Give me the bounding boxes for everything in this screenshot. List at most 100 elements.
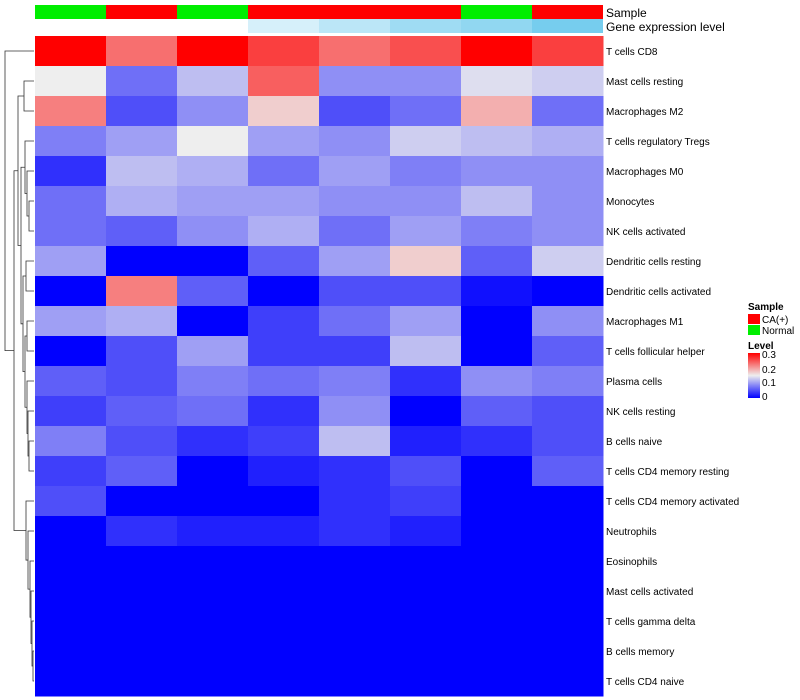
- heatmap-cell: [106, 606, 178, 637]
- heatmap-cell: [319, 456, 391, 487]
- expression-annotation-cell: [532, 19, 603, 33]
- legend-level-tick-2: 0.1: [762, 378, 776, 389]
- heatmap-cell: [461, 36, 533, 67]
- legend-sample-title: Sample: [748, 302, 784, 313]
- heatmap-cell: [532, 636, 604, 667]
- heatmap-cell: [532, 396, 604, 427]
- heatmap-cell: [35, 606, 107, 637]
- dendrogram-branch: [24, 140, 34, 194]
- heatmap-cell: [390, 156, 462, 187]
- heatmap-cell: [319, 66, 391, 97]
- heatmap-cell: [390, 486, 462, 517]
- dendrogram-branch: [4, 50, 34, 352]
- dendrogram-branch: [30, 590, 34, 644]
- heatmap-cell: [461, 426, 533, 457]
- row-label: NK cells resting: [606, 407, 675, 418]
- heatmap-cell: [177, 606, 249, 637]
- heatmap-cell: [319, 606, 391, 637]
- expression-annotation-cell: [319, 19, 390, 33]
- heatmap-cell: [177, 186, 249, 217]
- heatmap-cell: [461, 306, 533, 337]
- heatmap-cell: [532, 456, 604, 487]
- row-label: Mast cells resting: [606, 77, 683, 88]
- heatmap-cell: [461, 246, 533, 277]
- heatmap-cell: [35, 216, 107, 247]
- dendrogram-branch: [23, 80, 34, 112]
- heatmap-cell: [532, 126, 604, 157]
- sample-annotation-track: [35, 5, 603, 19]
- legend-level-title: Level: [748, 341, 774, 352]
- heatmap-cell: [248, 426, 320, 457]
- heatmap-cell: [319, 636, 391, 667]
- sample-annotation-cell: [248, 5, 319, 19]
- heatmap-cell: [390, 546, 462, 577]
- heatmap-cell: [319, 666, 391, 697]
- heatmap-cell: [390, 126, 462, 157]
- heatmap-cell: [390, 516, 462, 547]
- heatmap-cell: [177, 636, 249, 667]
- heatmap-cell: [461, 606, 533, 637]
- heatmap-cell: [532, 366, 604, 397]
- heatmap-cell: [532, 306, 604, 337]
- expression-track-label: Gene expression level: [606, 20, 725, 34]
- heatmap-cell: [248, 456, 320, 487]
- row-label: T cells gamma delta: [606, 617, 696, 628]
- heatmap-cell: [248, 36, 320, 67]
- legend-label-ca: CA(+): [762, 315, 788, 326]
- heatmap-cell: [319, 246, 391, 277]
- heatmap-cell: [177, 306, 249, 337]
- heatmap-cell: [319, 216, 391, 247]
- legend-level-tick-1: 0.2: [762, 365, 776, 376]
- heatmap-cell: [106, 546, 178, 577]
- heatmap-cell: [248, 666, 320, 697]
- heatmap-cell: [35, 186, 107, 217]
- heatmap-cell: [390, 336, 462, 367]
- expression-annotation-cell: [35, 19, 106, 33]
- row-label: T cells follicular helper: [606, 347, 705, 358]
- heatmap-cell: [177, 666, 249, 697]
- dendrogram-branch: [13, 170, 26, 531]
- heatmap-cell: [106, 306, 178, 337]
- heatmap-cell: [177, 126, 249, 157]
- heatmap-cell: [248, 486, 320, 517]
- heatmap-cell: [248, 306, 320, 337]
- heatmap-cell: [461, 546, 533, 577]
- heatmap-cell: [35, 66, 107, 97]
- heatmap-cell: [35, 126, 107, 157]
- heatmap-cell: [248, 216, 320, 247]
- heatmap-cell: [319, 366, 391, 397]
- heatmap-cell: [461, 66, 533, 97]
- heatmap-cell: [35, 246, 107, 277]
- heatmap-cell: [106, 396, 178, 427]
- heatmap-cell: [390, 366, 462, 397]
- expression-annotation-cell: [106, 19, 177, 33]
- heatmap-cell: [248, 546, 320, 577]
- heatmap-cell: [35, 546, 107, 577]
- heatmap-cell: [461, 666, 533, 697]
- heatmap-cell: [35, 366, 107, 397]
- row-label: Macrophages M1: [606, 317, 684, 328]
- heatmap-cell: [319, 336, 391, 367]
- heatmap-cell: [390, 276, 462, 307]
- heatmap-cell: [177, 96, 249, 127]
- heatmap-cell: [177, 546, 249, 577]
- heatmap-cell: [106, 426, 178, 457]
- heatmap-cell: [177, 426, 249, 457]
- dendrogram-branch: [28, 200, 34, 232]
- heatmap-cell: [248, 576, 320, 607]
- heatmap-cell: [248, 516, 320, 547]
- heatmap-cell: [461, 126, 533, 157]
- legend-swatch-ca: [748, 314, 760, 324]
- heatmap-cell: [35, 276, 107, 307]
- heatmap-cell: [35, 396, 107, 427]
- row-label: T cells CD8: [606, 47, 658, 58]
- heatmap-cell: [319, 576, 391, 607]
- row-label: Mast cells activated: [606, 587, 693, 598]
- heatmap-cell: [35, 96, 107, 127]
- heatmap-cell: [177, 396, 249, 427]
- heatmap-cell: [177, 576, 249, 607]
- dendrogram-branch: [26, 320, 34, 352]
- heatmap-cell: [177, 516, 249, 547]
- heatmap-cell: [461, 456, 533, 487]
